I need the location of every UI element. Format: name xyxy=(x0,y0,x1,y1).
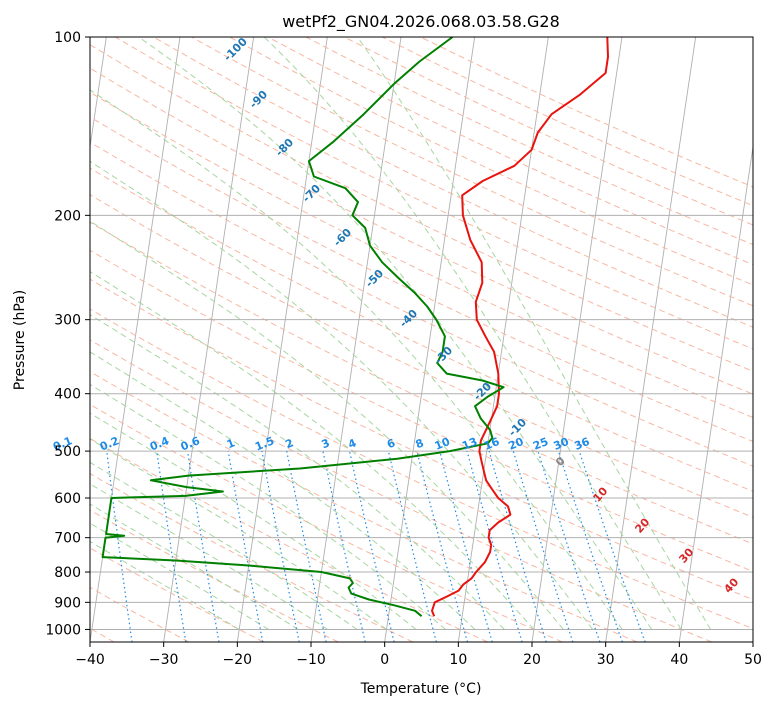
dry-adiabat-line xyxy=(90,371,638,642)
mixing-ratio-line xyxy=(156,451,187,642)
y-tick-label: 500 xyxy=(54,444,81,460)
x-tick-label: 30 xyxy=(597,652,615,668)
y-tick-label: 1000 xyxy=(45,622,81,638)
mixing-ratio-line xyxy=(227,450,264,642)
x-tick-label: 10 xyxy=(449,652,467,668)
y-tick-label: 200 xyxy=(54,208,81,224)
y-axis-label: Pressure (hPa) xyxy=(12,290,28,390)
y-tick-label: 400 xyxy=(54,387,81,403)
mixing-ratio-label: 3 xyxy=(320,436,332,451)
mixing-ratio-label: 30 xyxy=(552,435,571,453)
x-axis: −40 −30 −20 −10 0 10 20 30 40 50 xyxy=(75,642,762,668)
moist-adiabat-line xyxy=(90,314,505,630)
plot-background xyxy=(90,37,753,642)
isotherm-line xyxy=(605,37,697,642)
mixing-ratio-line xyxy=(416,450,469,642)
mixing-ratio-label: 25 xyxy=(531,435,550,453)
plot-frame xyxy=(89,36,754,643)
moist-adiabat-line xyxy=(90,351,476,630)
moist-adiabat-line xyxy=(357,37,712,630)
x-tick-label: 20 xyxy=(523,652,541,668)
y-tick-label: 600 xyxy=(54,491,81,507)
isotherm-line xyxy=(678,143,753,642)
x-tick-label: 50 xyxy=(744,652,762,668)
y-tick-label: 700 xyxy=(54,531,81,547)
isotherm-line xyxy=(90,37,107,150)
dry-adiabat-line xyxy=(153,37,753,328)
pressure-grid xyxy=(90,37,753,630)
temperature-profile-line xyxy=(431,37,609,617)
y-tick-label: 900 xyxy=(54,595,81,611)
y-tick-label: 100 xyxy=(54,30,81,46)
dry-adiabat-line xyxy=(90,141,753,467)
mixing-ratio-label: 16 xyxy=(482,435,501,453)
moist-adiabat-line xyxy=(138,37,653,630)
x-tick-label: −30 xyxy=(149,652,179,668)
mixing-ratio-line xyxy=(512,450,574,642)
mixing-ratio-label: 20 xyxy=(506,435,525,453)
dry-adiabat-line xyxy=(90,509,339,642)
mixing-ratio-label: 10 xyxy=(433,435,452,453)
dry-adiabat-line xyxy=(90,167,753,492)
isotherm-line xyxy=(457,37,549,642)
x-axis-label: Temperature (°C) xyxy=(360,681,482,697)
dry-adiabat-line xyxy=(90,308,753,630)
moist-adiabat-line xyxy=(90,383,446,630)
x-tick-label: −20 xyxy=(223,652,253,668)
mixing-ratio-line xyxy=(488,450,547,642)
isotherm-line xyxy=(163,37,255,642)
isotherm-line xyxy=(752,638,753,642)
mixing-ratio-label: 2 xyxy=(283,436,295,451)
moist-adiabat-line xyxy=(90,220,564,630)
isotherm-line xyxy=(310,37,402,642)
x-tick-label: 40 xyxy=(670,652,688,668)
mixing-ratio-label: 36 xyxy=(572,435,591,453)
x-tick-label: 0 xyxy=(380,652,389,668)
mixing-ratio-label: 8 xyxy=(414,436,426,451)
profile-series xyxy=(101,37,609,617)
moist-adiabat-line xyxy=(90,438,387,630)
dry-adiabat-line xyxy=(191,37,753,307)
x-tick-label: −10 xyxy=(296,652,326,668)
x-tick-label: −40 xyxy=(75,652,105,668)
dry-adiabat-line xyxy=(90,221,753,545)
dry-adiabat-line xyxy=(90,116,753,443)
moist-adiabat-line xyxy=(90,160,594,630)
mixing-ratio-line xyxy=(106,451,133,642)
dry-adiabat-line xyxy=(90,547,264,642)
y-axis: 100 200 300 400 500 600 700 800 900 1000 xyxy=(45,30,90,638)
isotherm-line xyxy=(236,37,328,642)
dry-adiabat-line xyxy=(90,194,753,518)
y-tick-label: 800 xyxy=(54,565,81,581)
dewpoint-profile-line xyxy=(101,37,505,617)
mixing-ratio-label: 1 xyxy=(225,436,237,451)
mixing-ratio-line xyxy=(466,450,523,642)
moist-adiabat-line xyxy=(263,37,682,630)
dry-adiabat-line xyxy=(90,403,563,642)
mixing-ratio-label: 13 xyxy=(460,435,479,453)
mixing-ratio-line xyxy=(537,450,601,642)
moist-adiabat-line xyxy=(90,89,623,630)
dry-adiabat-line xyxy=(90,249,753,572)
dry-adiabat-line xyxy=(90,67,753,395)
y-tick-label: 300 xyxy=(54,313,81,329)
mixing-ratio-line xyxy=(439,450,493,642)
moist-adiabat-line xyxy=(90,271,535,630)
dry-adiabat-line xyxy=(90,44,753,372)
isotherm-line xyxy=(531,37,623,642)
chart-title: wetPf2_GN04.2026.068.03.58.G28 xyxy=(282,12,560,32)
isotherm-line xyxy=(384,37,476,642)
